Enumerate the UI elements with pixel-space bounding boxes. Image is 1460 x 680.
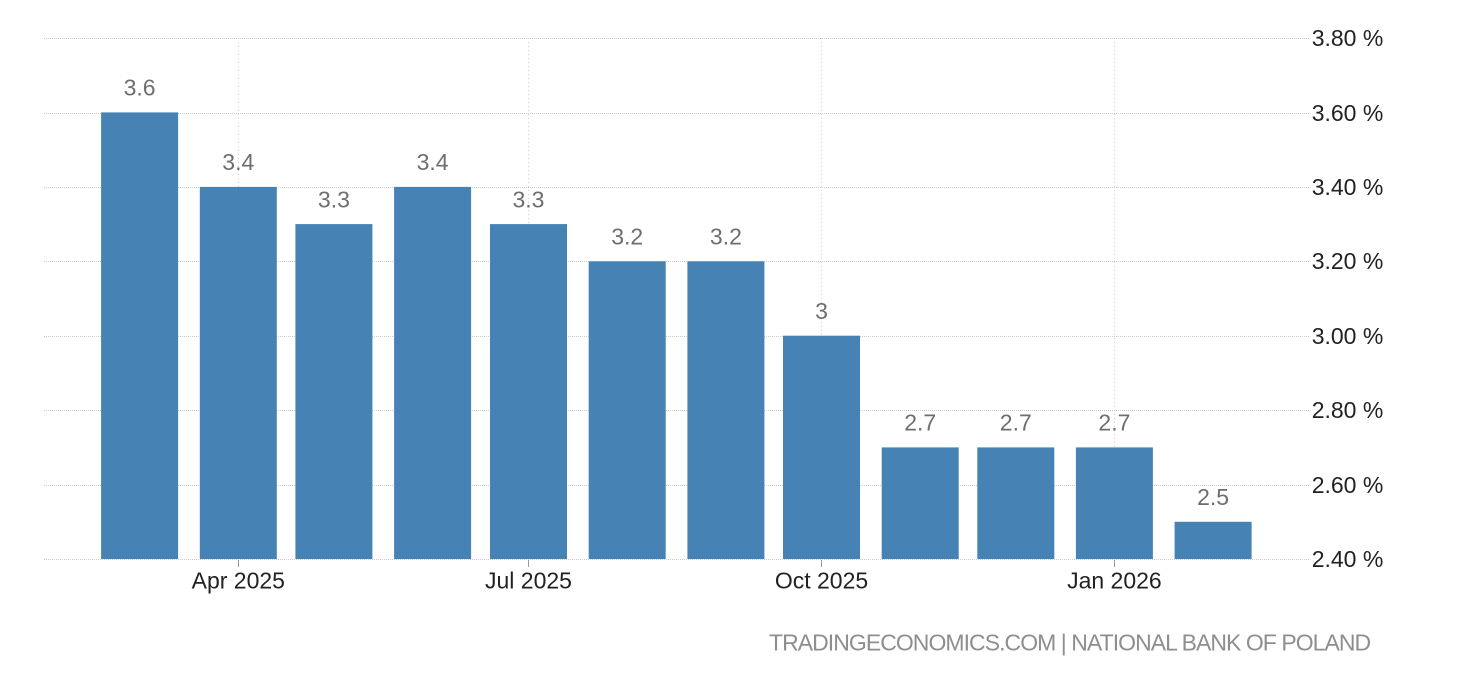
svg-text:3.4: 3.4 [417,149,449,175]
svg-text:3.6: 3.6 [124,75,156,101]
svg-text:2.60 %: 2.60 % [1312,472,1384,498]
svg-text:3.2: 3.2 [611,224,643,250]
svg-text:3.3: 3.3 [318,186,350,212]
svg-text:3.60 %: 3.60 % [1312,100,1384,126]
svg-text:3.20 %: 3.20 % [1312,248,1384,274]
svg-text:2.7: 2.7 [1098,410,1130,436]
svg-text:TRADINGECONOMICS.COM | NATIONA: TRADINGECONOMICS.COM | NATIONAL BANK OF … [769,629,1371,655]
svg-text:3.80 %: 3.80 % [1312,25,1384,51]
svg-text:2.7: 2.7 [904,410,936,436]
svg-text:3.3: 3.3 [513,186,545,212]
svg-text:2.7: 2.7 [1000,410,1032,436]
svg-text:3.2: 3.2 [710,224,742,250]
svg-text:3.4: 3.4 [222,149,254,175]
svg-text:2.40 %: 2.40 % [1312,546,1384,572]
svg-text:3.00 %: 3.00 % [1312,323,1384,349]
svg-text:2.80 %: 2.80 % [1312,397,1384,423]
svg-text:2.5: 2.5 [1197,484,1229,510]
svg-text:3: 3 [815,298,828,324]
svg-text:3.40 %: 3.40 % [1312,174,1384,200]
svg-text:Apr 2025: Apr 2025 [192,568,285,594]
svg-text:Oct 2025: Oct 2025 [775,568,868,594]
svg-text:Jul 2025: Jul 2025 [485,568,572,594]
svg-text:Jan 2026: Jan 2026 [1067,568,1162,594]
